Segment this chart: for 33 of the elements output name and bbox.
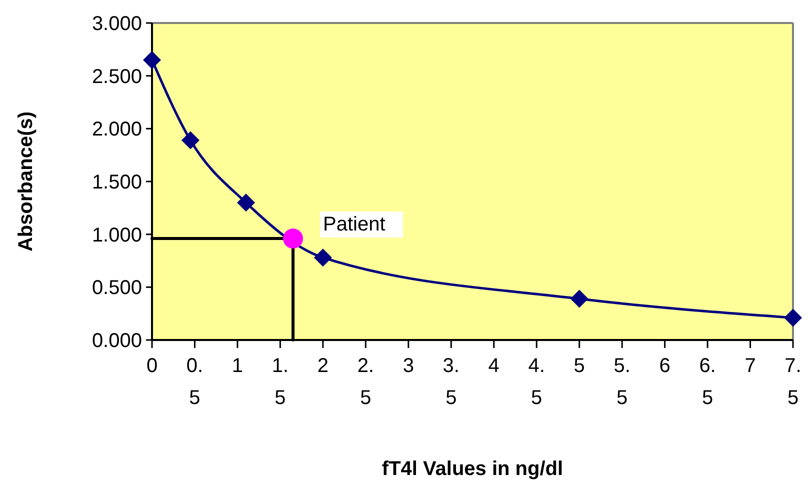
y-tick-label: 0.000 (92, 330, 142, 352)
x-tick-label: 3 (402, 355, 414, 377)
x-tick-label: 7.5 (784, 355, 802, 409)
point (237, 194, 256, 212)
point (314, 248, 332, 267)
x-tick-label: 0.5 (186, 355, 204, 409)
x-tick-label: 4.5 (528, 355, 545, 409)
y-tick-label: 1.500 (92, 172, 142, 194)
x-tick-label: 4 (488, 355, 500, 377)
x-axis-title: fT4l Values in ng/dl (382, 458, 564, 480)
point (181, 131, 200, 150)
y-tick-label: 3.000 (92, 13, 142, 35)
annotation: Patient (323, 214, 386, 236)
x-tick-label: 0 (146, 355, 158, 377)
y-tick-label: 2.000 (92, 118, 142, 141)
x-tick-label: 5.5 (614, 355, 630, 409)
y-tick-label: 2.500 (92, 66, 142, 88)
x-tick-label: 6 (659, 355, 670, 377)
point (570, 290, 588, 308)
x-tick-label: 7 (744, 355, 756, 377)
x-tick-label: 3.5 (442, 355, 460, 409)
point (283, 228, 304, 249)
point (143, 50, 161, 69)
x-tick-label: 1.5 (272, 355, 289, 409)
x-tick-label: 2 (317, 355, 328, 377)
x-tick-label: 5 (574, 355, 585, 377)
y-tick-label: 1.000 (92, 224, 142, 246)
x-tick-label: 2.5 (357, 355, 374, 409)
point (784, 308, 802, 327)
y-tick-label: 0.500 (92, 277, 142, 300)
x-tick-label: 6.5 (699, 355, 716, 409)
y-axis-title: Absorbance(s) (15, 111, 37, 252)
x-tick-label: 1 (232, 355, 244, 377)
